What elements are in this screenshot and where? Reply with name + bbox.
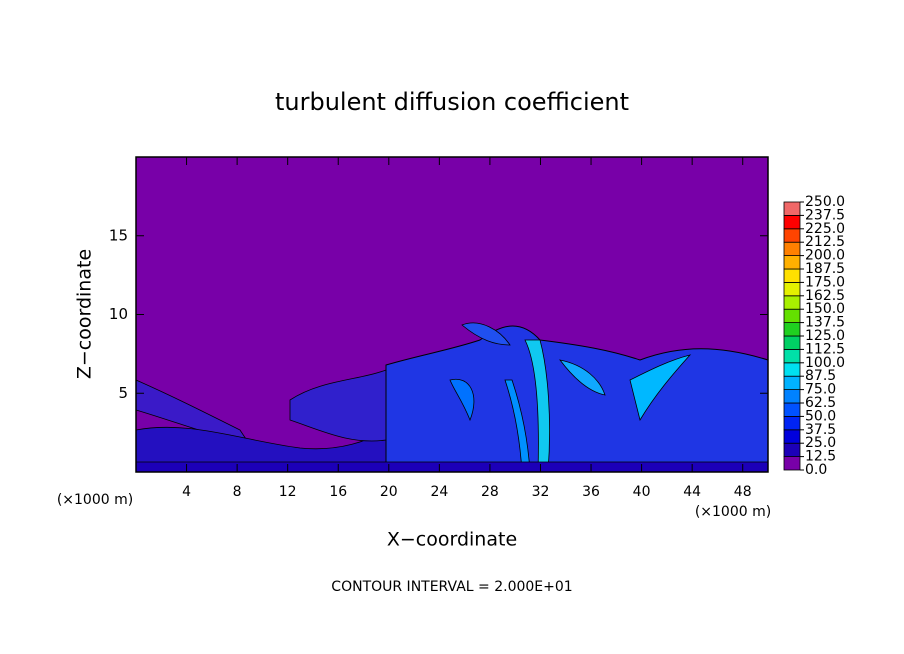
x-unit-label: (×1000 m) [57,492,133,508]
colorbar-swatch [783,281,801,297]
x-tick-label: 44 [683,484,701,500]
colorbar-swatch [783,322,801,337]
colorbar-label: 62.5 [805,395,836,411]
colorbar-swatch [783,228,801,243]
colorbar-swatch [783,456,801,471]
colorbar-swatch [783,429,801,444]
colorbar-swatch [783,241,801,256]
x-tick-label: 40 [633,484,651,500]
colorbar-label: 250.0 [805,194,845,210]
colorbar-swatch [783,402,801,417]
colorbar-swatch [783,214,801,230]
field-region [559,359,606,396]
field-region [449,378,475,422]
colorbar-label: 50.0 [805,408,836,424]
colorbar-label: 125.0 [805,328,845,344]
chart-title: turbulent diffusion coefficient [275,88,629,116]
colorbar-swatch [783,362,801,377]
colorbar-label: 175.0 [805,274,845,290]
x-tick-label: 48 [734,484,752,500]
x-unit-label: (×1000 m) [695,504,771,520]
colorbar-swatch [783,415,801,431]
colorbar-label: 37.5 [805,422,836,438]
x-tick-label: 32 [532,484,550,500]
x-tick-label: 4 [182,484,191,500]
contour-field [135,157,769,473]
field-region [461,322,511,346]
y-tick-label: 10 [109,305,128,323]
field-region [135,461,769,473]
colorbar-label: 187.5 [805,261,845,277]
colorbar-label: 150.0 [805,301,845,317]
colorbar-label: 0.0 [805,462,827,478]
colorbar-swatch [783,295,801,310]
field-region [629,354,692,422]
colorbar-label: 200.0 [805,248,845,264]
colorbar-swatch [783,375,801,391]
colorbar-label: 75.0 [805,382,836,398]
x-tick-label: 12 [279,484,297,500]
y-axis-label: Z−coordinate [74,249,96,379]
x-tick-label: 16 [329,484,347,500]
y-tick-label: 5 [118,384,128,402]
colorbar-swatch [783,389,801,404]
colorbar-label: 87.5 [805,368,836,384]
x-tick-label: 36 [582,484,600,500]
colorbar-swatch [783,442,801,458]
colorbar-label: 12.5 [805,449,836,465]
colorbar-label: 112.5 [805,341,845,357]
colorbar-swatch [783,348,801,364]
colorbar-swatch [783,308,801,324]
colorbar-label: 225.0 [805,221,845,237]
x-tick-label: 24 [430,484,448,500]
colorbar-label: 162.5 [805,288,845,304]
x-tick-label: 20 [380,484,398,500]
colorbar-swatch [783,268,801,283]
colorbar-label: 100.0 [805,355,845,371]
footer-note: CONTOUR INTERVAL = 2.000E+01 [331,579,572,595]
colorbar-label: 237.5 [805,207,845,223]
colorbar-swatch [783,255,801,270]
x-axis-label: X−coordinate [387,529,517,551]
colorbar-swatch [783,335,801,350]
x-tick-label: 8 [233,484,242,500]
colorbar-label: 137.5 [805,315,845,331]
colorbar-label: 25.0 [805,435,836,451]
colorbar-label: 212.5 [805,234,845,250]
x-tick-label: 28 [481,484,499,500]
y-tick-label: 15 [109,226,128,244]
colorbar-swatch [783,201,801,216]
